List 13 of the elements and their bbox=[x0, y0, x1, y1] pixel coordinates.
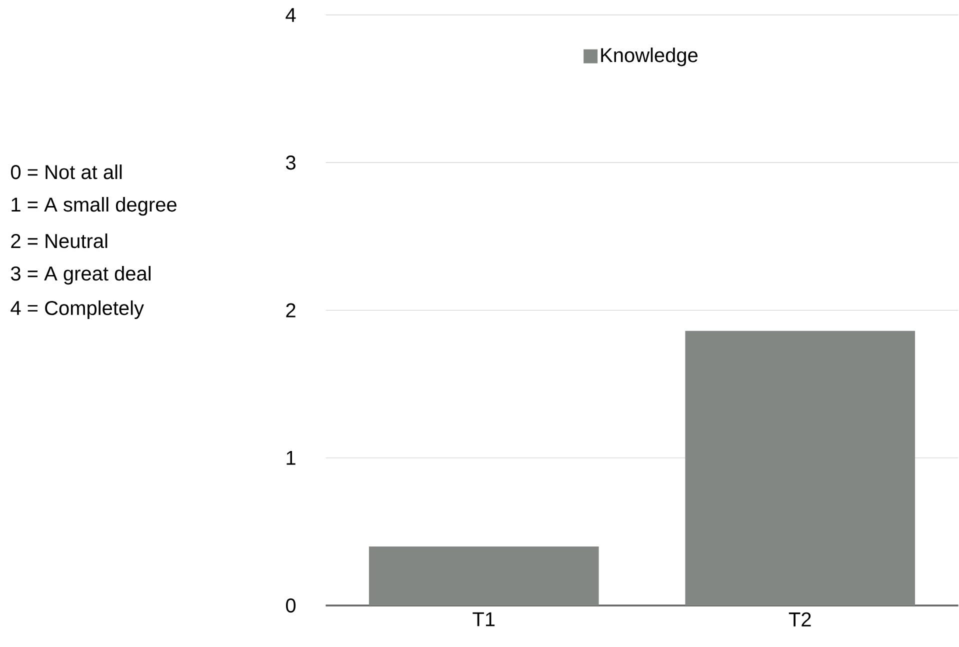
text: 4 = Completely bbox=[10, 300, 144, 319]
y-tick-label: 3 bbox=[286, 155, 296, 170]
text: 2 = Neutral bbox=[11, 233, 108, 248]
text: 0 = Not at all bbox=[10, 164, 122, 179]
x-tick-label: T2 bbox=[788, 612, 811, 626]
text: 1 = A small degree bbox=[12, 196, 176, 216]
y-tick-label: 4 bbox=[286, 8, 296, 22]
text: 3 = A great deal bbox=[10, 266, 150, 284]
legend-label: Knowledge bbox=[601, 47, 698, 66]
y-tick-label: 2 bbox=[286, 303, 296, 317]
x-tick-label: T1 bbox=[472, 612, 495, 626]
y-tick-label: 0 bbox=[286, 598, 296, 612]
y-tick-label: 1 bbox=[286, 450, 296, 465]
